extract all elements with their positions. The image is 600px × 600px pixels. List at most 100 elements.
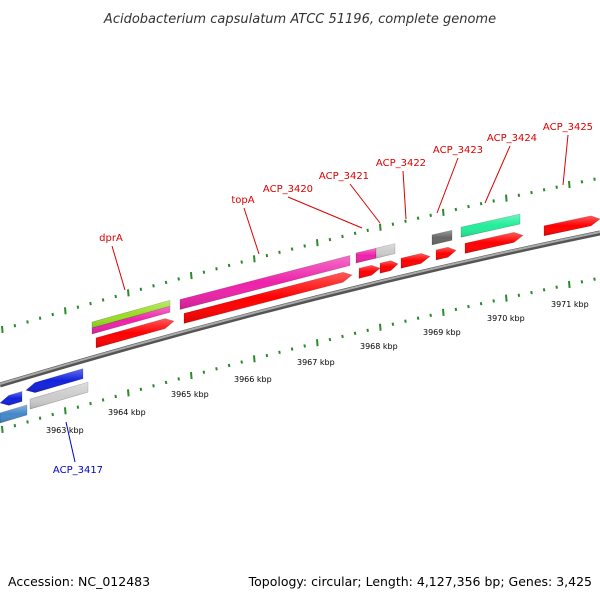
kbp-label-3967: 3967 kbp: [297, 358, 335, 367]
scale-tick-upper: [1, 325, 4, 333]
scale-tick-lower: [303, 344, 306, 348]
scale-tick-upper: [454, 207, 458, 212]
scale-tick-lower: [1, 425, 4, 433]
scale-tick-upper: [429, 213, 432, 217]
gene-label-dpra[interactable]: dprA: [99, 233, 123, 244]
scale-tick-upper: [568, 180, 571, 189]
scale-tick-upper: [341, 234, 344, 239]
gene-label-acp-3417[interactable]: ACP_3417: [53, 465, 103, 476]
scale-tick-upper: [202, 270, 206, 274]
scale-tick-upper: [38, 316, 42, 320]
scale-tick-lower: [290, 347, 294, 351]
scale-tick-lower: [593, 277, 596, 281]
kbp-label-3964: 3964 kbp: [108, 408, 146, 417]
scale-tick-lower: [227, 363, 231, 368]
scale-tick-upper: [593, 177, 596, 181]
scale-tick-lower: [38, 416, 42, 420]
scale-tick-lower: [580, 280, 584, 284]
scale-tick-lower: [152, 384, 155, 388]
scale-tick-upper: [76, 305, 80, 309]
gene-steel-edge-shade: [0, 404, 27, 423]
scale-tick-lower: [202, 370, 206, 374]
gene-acp-3421-cds-shade: [380, 260, 398, 274]
scale-tick-upper: [26, 320, 29, 324]
kbp-scale-labels: 3963 kbp 3964 kbp 3965 kbp 3966 kbp 3967…: [46, 300, 589, 435]
leader-line: [349, 183, 381, 224]
gene-label-acp-3421[interactable]: ACP_3421: [319, 171, 369, 182]
scale-tick-upper: [542, 188, 546, 192]
gene-topa-cds-shade: [184, 272, 352, 324]
kbp-label-3965: 3965 kbp: [171, 390, 209, 399]
scale-tick-lower: [127, 389, 130, 397]
scale-tick-lower: [341, 334, 344, 339]
scale-tick-upper: [366, 228, 369, 232]
scale-tick-upper: [580, 180, 584, 184]
scale-tick-lower: [328, 337, 332, 342]
scale-tick-lower: [190, 371, 193, 380]
scale-tick-lower: [505, 294, 508, 302]
map-title: Acidobacterium capsulatum ATCC 51196, co…: [103, 12, 496, 27]
gene-label-acp-3424[interactable]: ACP_3424: [487, 133, 537, 144]
genome-backbone: [0, 230, 600, 388]
gene-label-acp-3425[interactable]: ACP_3425: [543, 122, 593, 133]
scale-tick-upper: [13, 323, 17, 328]
scale-tick-upper: [177, 277, 180, 281]
scale-tick-lower: [391, 322, 395, 326]
scale-tick-lower: [64, 407, 67, 415]
scale-tick-upper: [164, 280, 168, 285]
scale-tick-lower: [13, 423, 17, 428]
scale-tick-lower: [265, 353, 269, 358]
scale-tick-lower: [517, 293, 521, 298]
scale-tick-upper: [290, 247, 294, 251]
kbp-label-3963: 3963 kbp: [46, 426, 84, 435]
gene-label-topa[interactable]: topA: [231, 195, 254, 206]
scale-tick-lower: [164, 380, 168, 385]
scale-tick-upper: [379, 223, 382, 231]
gene-acp-3424-teal-shade: [461, 214, 520, 238]
gene-acp-3421-gray-shade: [376, 243, 395, 259]
leader-line: [484, 145, 511, 204]
label-leaders: [65, 134, 569, 463]
scale-tick-lower: [568, 280, 571, 289]
gene-topa-pink-shade: [180, 255, 350, 310]
scale-tick-lower: [379, 323, 382, 331]
scale-tick-upper: [227, 263, 231, 268]
scale-tick-lower: [215, 367, 218, 371]
scale-tick-upper: [51, 312, 54, 317]
scale-tick-upper: [127, 289, 130, 297]
gene-label-acp-3420[interactable]: ACP_3420: [263, 184, 313, 195]
scale-tick-upper: [442, 208, 445, 216]
scale-tick-lower: [89, 401, 92, 406]
scale-tick-lower: [177, 377, 180, 381]
scale-tick-lower: [253, 355, 256, 363]
scale-tick-upper: [89, 301, 92, 306]
scale-tick-upper: [316, 239, 319, 247]
scale-tick-upper: [190, 271, 193, 280]
gene-acp-3423-cds-shade: [436, 247, 456, 260]
gene-features: [0, 213, 600, 424]
scale-tick-upper: [215, 267, 218, 271]
kbp-label-3970: 3970 kbp: [487, 314, 525, 323]
gene-label-acp-3423[interactable]: ACP_3423: [433, 145, 483, 156]
scale-tick-lower: [366, 328, 369, 332]
scale-tick-upper: [505, 194, 508, 202]
scale-tick-lower: [278, 350, 281, 354]
gene-dpra-green-shade: [92, 300, 170, 329]
scale-tick-upper: [467, 204, 470, 209]
scale-tick-upper: [530, 190, 533, 195]
kbp-label-3966: 3966 kbp: [234, 375, 272, 384]
scale-tick-lower: [479, 302, 483, 306]
scale-tick-upper: [64, 307, 67, 315]
leader-line: [287, 196, 363, 229]
scale-tick-upper: [101, 298, 105, 302]
gene-label-acp-3422[interactable]: ACP_3422: [376, 158, 426, 169]
scale-tick-upper: [353, 231, 357, 236]
scale-tick-upper: [139, 287, 143, 292]
gene-dpra-cds-shade: [96, 318, 174, 348]
scale-tick-lower: [51, 412, 54, 417]
scale-tick-upper: [265, 253, 269, 258]
gene-acp-3417-gray-shade: [30, 382, 88, 410]
gene-acp-3424-cds-shade: [465, 232, 523, 254]
